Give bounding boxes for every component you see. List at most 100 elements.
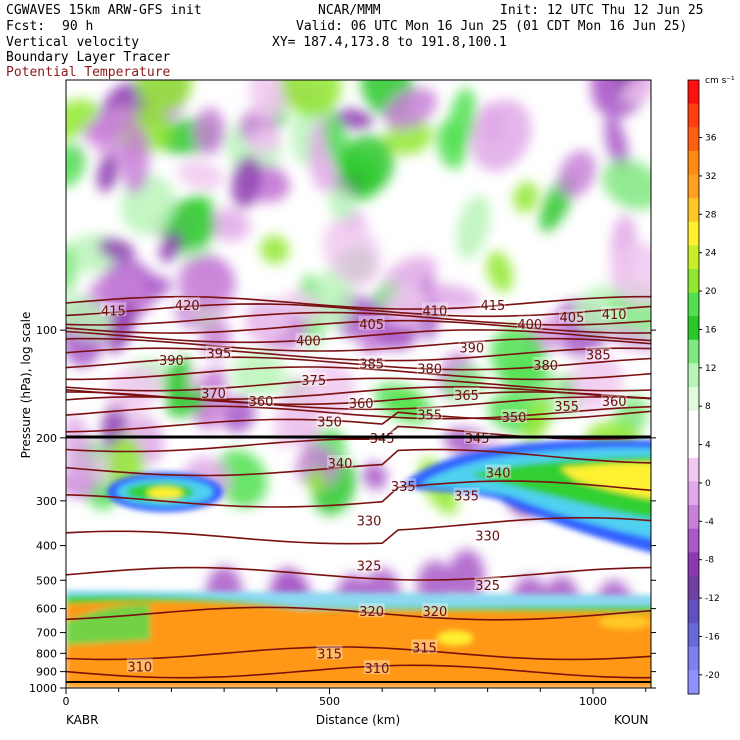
theta-contour-320 [66, 606, 651, 621]
velocity-cell [249, 80, 291, 121]
velocity-cell [222, 396, 256, 433]
colorbar-frame [687, 79, 700, 695]
theta-contour-380 [66, 366, 651, 381]
contour-label: 405 [359, 318, 384, 333]
contour-label: 355 [554, 400, 579, 415]
velocity-cell [231, 155, 262, 209]
contour-label: 320 [423, 605, 448, 620]
velocity-cell [280, 80, 342, 117]
velocity-cell [66, 295, 113, 338]
colorbar-swatch [688, 410, 699, 435]
plume-left-yellow [147, 487, 183, 499]
contour-label-bg [316, 645, 343, 660]
theta-contour-405 [66, 319, 651, 334]
colorbar-swatch [688, 268, 699, 294]
contour-label: 345 [370, 432, 395, 447]
contour-label: 340 [328, 457, 353, 472]
contour-label-bg [474, 527, 501, 542]
velocity-cell [513, 181, 539, 213]
theta-contour-350 [66, 410, 651, 433]
colorbar-label: -4 [705, 517, 714, 527]
x-tick-label: 1000 [579, 695, 607, 708]
contour-label-bg [453, 487, 480, 502]
theta-contour-355 [66, 405, 651, 420]
contour-label-bg [356, 557, 383, 572]
theta-contour-390 [66, 347, 651, 362]
theta-contour-415 [66, 303, 651, 318]
theta-contours [66, 295, 651, 679]
contour-label: 360 [349, 397, 374, 412]
forecast-label: Fcst: [6, 19, 46, 34]
contour-label: 345 [465, 432, 490, 447]
bl-green-patch [66, 604, 150, 645]
contour-label-bg [500, 409, 527, 424]
colorbar-label: 0 [705, 479, 711, 489]
velocity-cell [558, 150, 596, 198]
contour-label-bg [358, 315, 385, 330]
velocity-cell [362, 462, 388, 490]
contour-label-bg [390, 478, 417, 493]
contour-label: 400 [517, 318, 542, 333]
contour-label-bg [300, 372, 327, 387]
colorbar-swatch [688, 292, 699, 317]
theta-contour-315 [66, 646, 651, 661]
velocity-cell [194, 366, 227, 428]
velocity-cell [263, 170, 291, 200]
colorbar-swatch [688, 150, 699, 175]
plot-frame [65, 79, 652, 689]
y-axis-label: Pressure (hPa), log scale [19, 312, 33, 459]
y-tick-label: 600 [36, 603, 57, 616]
contour-label: 330 [475, 530, 500, 545]
velocity-cell [177, 255, 234, 310]
velocity-cell [83, 108, 139, 144]
bl-yellow-patch [437, 631, 473, 645]
contour-label-bg [474, 576, 501, 591]
velocity-cell [96, 153, 119, 193]
contour-label: 335 [391, 480, 416, 495]
contour-label: 350 [502, 411, 527, 426]
colorbar-swatch [688, 457, 699, 482]
colorbar-swatch [688, 623, 699, 648]
colorbar-swatch [688, 245, 699, 270]
colorbar-label: 16 [705, 325, 717, 335]
contour-label-bg [327, 454, 354, 469]
contour-label-bg [485, 464, 512, 479]
colorbar-swatch [688, 481, 699, 506]
contour-label-bg [174, 296, 201, 311]
y-tick-label: 500 [36, 574, 57, 587]
colorbar-swatch [688, 387, 699, 412]
velocity-cell [248, 127, 281, 155]
contour-label-bg [358, 355, 385, 370]
velocity-cell [177, 160, 224, 190]
velocity-cell [208, 208, 250, 242]
velocity-cell [447, 87, 476, 153]
contour-label: 410 [602, 308, 627, 323]
contour-label-bg [363, 660, 390, 675]
contour-label-bg [411, 639, 438, 654]
velocity-cell [419, 284, 481, 311]
contour-label: 395 [206, 347, 231, 362]
contour-label-bg [516, 315, 543, 330]
theta-contour-410 [66, 311, 651, 326]
y-tick-label: 900 [36, 666, 57, 679]
contour-label: 310 [127, 660, 152, 675]
velocity-cell [328, 184, 354, 222]
contour-label: 375 [301, 374, 326, 389]
velocity-cell [66, 99, 99, 142]
colorbar-label: 24 [705, 249, 717, 259]
contour-label-bg [205, 345, 232, 360]
theta-contour-330 [66, 517, 651, 545]
forecast-value: 90 h [62, 19, 94, 34]
contour-label-bg [458, 339, 485, 354]
contour-label-bg [158, 351, 185, 366]
velocity-cell [159, 231, 183, 263]
velocity-cell [442, 366, 485, 401]
colorbar-swatch [688, 127, 699, 152]
velocity-cell [323, 218, 381, 287]
y-tick-label: 400 [36, 540, 57, 553]
contour-label: 340 [486, 467, 511, 482]
contour-label: 415 [480, 299, 505, 314]
contour-label: 380 [417, 363, 442, 378]
velocity-cell [604, 115, 629, 172]
